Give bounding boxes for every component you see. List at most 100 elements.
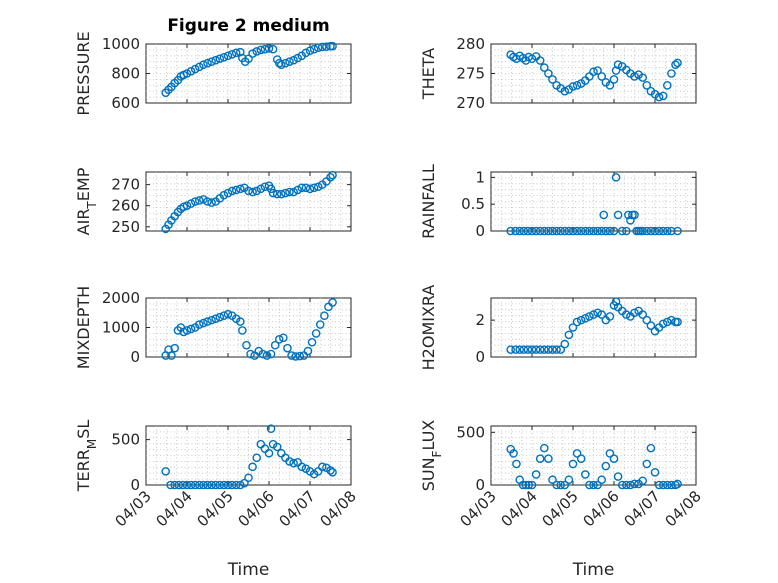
- axes-8-point: [556, 480, 566, 490]
- axes-7-point: [161, 467, 170, 476]
- axes-2-ytick-label: 280: [456, 35, 485, 53]
- axes-5-point: [283, 343, 292, 353]
- axes-1-point: [293, 53, 303, 63]
- axes-8-point: [568, 459, 578, 469]
- axes-8-point: [609, 454, 619, 463]
- axes-8-point: [581, 470, 590, 479]
- axes-7-point: [186, 480, 196, 490]
- axes-4-point: [523, 226, 533, 236]
- axes-4-point: [638, 226, 648, 236]
- axes-7-point: [285, 457, 294, 466]
- axes-4-point: [599, 210, 609, 220]
- axes-8-point: [601, 461, 611, 471]
- axes-3-point: [305, 184, 315, 194]
- axes-4-ytick-label: 0: [475, 222, 485, 240]
- axes-5-point: [274, 334, 284, 344]
- axes-5-point: [186, 324, 196, 334]
- axes-7-point: [182, 480, 192, 490]
- axes-1-point: [244, 54, 253, 64]
- axes-2-point: [535, 56, 545, 65]
- axes-4-point: [540, 226, 549, 236]
- axes-1-point: [211, 55, 220, 65]
- axes-8-point: [531, 470, 541, 479]
- axes-5-point: [295, 351, 305, 361]
- axes-6-ylabel: H2OMIXRA: [419, 285, 438, 371]
- axes-7-point: [317, 462, 327, 472]
- axes-3-ytick-label: 270: [111, 176, 140, 194]
- axes-2-point: [609, 75, 619, 84]
- axes-4-point: [556, 226, 566, 236]
- axes-4-point: [593, 226, 602, 236]
- axes-6-point: [523, 345, 533, 354]
- axes-1-point: [260, 44, 270, 54]
- axes-6-point: [658, 319, 668, 329]
- axes-7-ylabel: TERRMSL: [74, 420, 99, 493]
- axes-4-point: [527, 226, 537, 236]
- axes-8-xtick-label: 04/04: [498, 487, 541, 530]
- axes-6-point: [673, 317, 682, 327]
- axes-6-point: [511, 345, 520, 354]
- axes-8-point: [667, 480, 676, 490]
- axes-7-point: [227, 480, 237, 490]
- axes-4-point: [589, 226, 598, 236]
- axes-8-point: [650, 468, 660, 477]
- axes-2-point: [593, 66, 602, 75]
- axes-1-ytick-label: 800: [111, 65, 140, 83]
- axes-2-point: [613, 60, 623, 69]
- axes-4-point: [581, 226, 590, 236]
- axes-1-point: [223, 51, 233, 61]
- axes-7-point: [174, 480, 184, 490]
- axes-1-point: [268, 44, 278, 54]
- axes-3-point: [219, 190, 229, 200]
- axes-5-point: [262, 351, 272, 360]
- axes-6-point: [540, 345, 549, 354]
- axes-7-point: [252, 453, 262, 463]
- axes-6-ytick-label: 0: [475, 348, 485, 366]
- axes-8-point: [560, 480, 570, 490]
- axes-4-point: [515, 226, 525, 236]
- axes-3-point: [301, 183, 311, 193]
- axes-8-point: [544, 454, 553, 463]
- axes-5-point: [320, 311, 329, 321]
- axes-7-point: [170, 480, 179, 490]
- axes-2-point: [589, 67, 598, 77]
- axes-8-ytick-label: 0: [475, 476, 485, 494]
- axes-8-point: [535, 454, 545, 463]
- axes-3-point: [190, 197, 200, 206]
- axes-3-point: [313, 182, 323, 192]
- axes-5-ytick-label: 0: [130, 348, 140, 366]
- axes-3-point: [268, 188, 278, 198]
- axes-7-point: [328, 467, 337, 477]
- axes-2-point: [630, 72, 639, 81]
- axes-8-point: [576, 454, 586, 463]
- axes-3-point: [272, 189, 282, 199]
- axes-4-ytick-label: 1: [475, 168, 485, 186]
- axes-8-point: [509, 449, 518, 458]
- axes-1-point: [301, 48, 311, 58]
- axes-1-point: [248, 49, 257, 58]
- axes-2-point: [540, 63, 549, 72]
- axes-4-point: [535, 226, 545, 236]
- axes-3-ytick-label: 250: [111, 218, 140, 236]
- axes-8-point: [626, 480, 635, 490]
- axes-5-point: [182, 326, 192, 335]
- axes-4-point: [544, 226, 553, 236]
- axes-1-point: [289, 55, 298, 65]
- axes-7-xtick-label: 04/06: [235, 487, 278, 530]
- axes-4-ytick-label: 0.5: [461, 195, 485, 213]
- axes-2-point: [568, 82, 578, 91]
- axes-4-point: [646, 226, 656, 236]
- axes-3-point: [281, 188, 290, 198]
- axes-3-point: [223, 188, 233, 198]
- axes-7-point: [166, 480, 175, 490]
- axes-8-point: [572, 449, 582, 458]
- axes-1-point: [186, 66, 196, 76]
- axes-4-point: [597, 226, 607, 236]
- axes-5-point: [266, 349, 276, 359]
- axes-3-point: [297, 183, 307, 193]
- axes-1-point: [215, 54, 225, 64]
- axes-4-point: [511, 226, 520, 236]
- axes-2-point: [658, 91, 668, 101]
- axes-6-point: [663, 317, 672, 327]
